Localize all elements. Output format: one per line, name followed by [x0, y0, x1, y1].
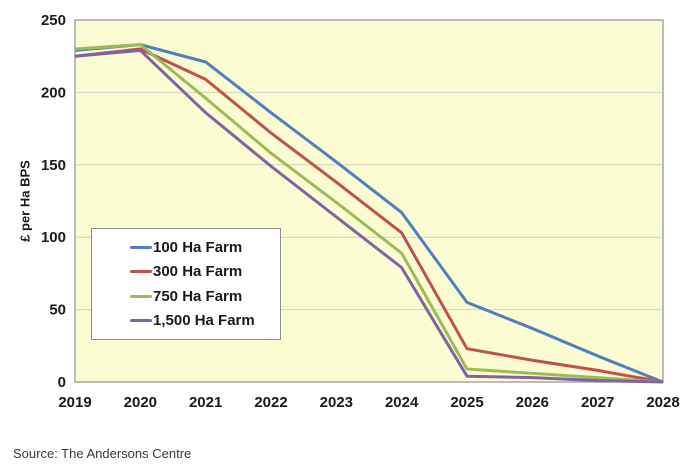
y-tick-label: 100 [41, 229, 66, 246]
chart-legend: 100 Ha Farm 300 Ha Farm 750 Ha Farm 1,50… [91, 228, 281, 340]
x-tick-label: 2023 [320, 394, 353, 411]
x-tick-label: 2020 [124, 394, 157, 411]
y-tick-label: 0 [58, 374, 66, 391]
legend-label: 100 Ha Farm [153, 238, 243, 256]
y-tick-label: 250 [41, 12, 66, 29]
legend-label: 300 Ha Farm [153, 263, 243, 281]
legend-item: 750 Ha Farm [130, 289, 280, 304]
x-tick-label: 2027 [581, 394, 614, 411]
legend-swatch-300-ha-farm [130, 270, 152, 274]
series-line-300-ha-farm [74, 47, 664, 384]
series-line-750-ha-farm [74, 43, 664, 384]
source-note: Source: The Andersons Centre [13, 446, 192, 461]
legend-swatch-1500-ha-farm [130, 319, 152, 323]
x-tick-label: 2025 [450, 394, 483, 411]
legend-label: 1,500 Ha Farm [153, 312, 255, 330]
line-chart-plot: 0 50 100 150 200 250 2019 2020 2021 2022 2023 2024 2… [41, 12, 680, 411]
x-tick-label: 2019 [58, 394, 91, 411]
legend-swatch-750-ha-farm [130, 294, 152, 298]
x-tick-label: 2022 [254, 394, 287, 411]
x-tick-label: 2028 [646, 394, 679, 411]
legend-label: 750 Ha Farm [153, 287, 243, 305]
legend-item: 100 Ha Farm [130, 240, 280, 255]
x-tick-label: 2026 [516, 394, 549, 411]
legend-item: 300 Ha Farm [130, 264, 280, 279]
series-line-100-ha-farm [74, 43, 664, 384]
y-tick-label: 150 [41, 157, 66, 174]
legend-item: 1,500 Ha Farm [130, 313, 280, 328]
series-line-1-500-ha-farm [74, 48, 664, 384]
x-tick-label: 2021 [189, 394, 222, 411]
plot-border [74, 19, 664, 383]
y-tick-label: 200 [41, 84, 66, 101]
legend-swatch-100-ha-farm [130, 245, 152, 249]
y-tick-label: 50 [49, 302, 66, 319]
x-tick-label: 2024 [385, 394, 419, 411]
